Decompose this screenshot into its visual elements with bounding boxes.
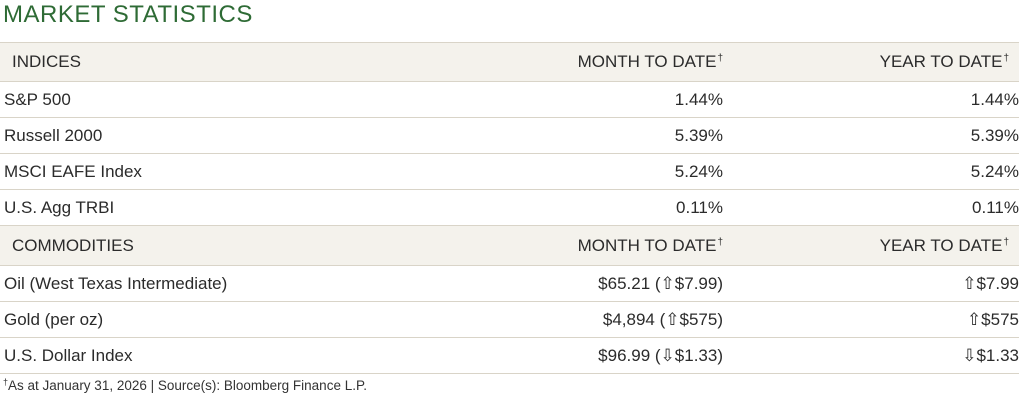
index-ytd-value: 5.39% bbox=[970, 125, 1019, 145]
index-mtd-value: 0.11% bbox=[676, 197, 723, 217]
index-mtd-value: 5.39% bbox=[674, 125, 723, 145]
commodity-ytd-value: ⇩$1.33 bbox=[962, 345, 1019, 365]
footnote: †As at January 31, 2026 | Source(s): Blo… bbox=[3, 377, 367, 393]
index-mtd-value: 5.24% bbox=[674, 161, 723, 181]
dagger-mark: † bbox=[1003, 53, 1009, 64]
footnote-text: As at January 31, 2026 | Source(s): Bloo… bbox=[8, 378, 367, 393]
commodity-mtd-value: $96.99 (⇩$1.33) bbox=[598, 345, 723, 365]
table-row: Oil (West Texas Intermediate) $65.21 (⇧$… bbox=[0, 266, 1019, 302]
table-row: S&P 500 1.44% 1.44% bbox=[0, 82, 1019, 118]
commodity-mtd-value: $4,894 (⇧$575) bbox=[602, 309, 723, 329]
commodities-ytd-header: YEAR TO DATE† bbox=[879, 235, 1009, 255]
commodity-name: Gold (per oz) bbox=[4, 309, 104, 329]
table-row: U.S. Agg TRBI 0.11% 0.11% bbox=[0, 190, 1019, 226]
market-statistics-table: INDICES MONTH TO DATE† YEAR TO DATE† S&P… bbox=[0, 42, 1019, 374]
indices-ytd-header: YEAR TO DATE† bbox=[879, 52, 1009, 71]
commodity-ytd-value: ⇧$7.99 bbox=[962, 273, 1019, 293]
index-name: U.S. Agg TRBI bbox=[4, 197, 115, 217]
indices-header-row: INDICES MONTH TO DATE† YEAR TO DATE† bbox=[0, 42, 1019, 82]
table-row: Gold (per oz) $4,894 (⇧$575) ⇧$575 bbox=[0, 302, 1019, 338]
index-ytd-value: 1.44% bbox=[970, 89, 1019, 109]
commodity-mtd-value: $65.21 (⇧$7.99) bbox=[598, 273, 723, 293]
dagger-mark: † bbox=[717, 53, 723, 64]
indices-header-label: INDICES bbox=[12, 52, 81, 71]
index-name: Russell 2000 bbox=[4, 125, 103, 145]
table-row: MSCI EAFE Index 5.24% 5.24% bbox=[0, 154, 1019, 190]
dagger-mark: † bbox=[717, 236, 723, 248]
table-row: U.S. Dollar Index $96.99 (⇩$1.33) ⇩$1.33 bbox=[0, 338, 1019, 374]
table-row: Russell 2000 5.39% 5.39% bbox=[0, 118, 1019, 154]
page-title: MARKET STATISTICS bbox=[3, 1, 253, 28]
commodity-ytd-value: ⇧$575 bbox=[966, 309, 1019, 329]
index-ytd-value: 5.24% bbox=[970, 161, 1019, 181]
dagger-mark: † bbox=[3, 377, 9, 387]
index-ytd-value: 0.11% bbox=[972, 197, 1019, 217]
commodity-name: Oil (West Texas Intermediate) bbox=[4, 273, 228, 293]
index-name: S&P 500 bbox=[4, 89, 71, 109]
indices-mtd-header: MONTH TO DATE† bbox=[577, 52, 723, 71]
commodities-header-label: COMMODITIES bbox=[12, 235, 134, 255]
commodities-mtd-header: MONTH TO DATE† bbox=[577, 235, 723, 255]
index-name: MSCI EAFE Index bbox=[4, 161, 142, 181]
dagger-mark: † bbox=[1003, 236, 1009, 248]
commodities-header-row: COMMODITIES MONTH TO DATE† YEAR TO DATE† bbox=[0, 226, 1019, 266]
commodity-name: U.S. Dollar Index bbox=[4, 345, 133, 365]
index-mtd-value: 1.44% bbox=[674, 89, 723, 109]
